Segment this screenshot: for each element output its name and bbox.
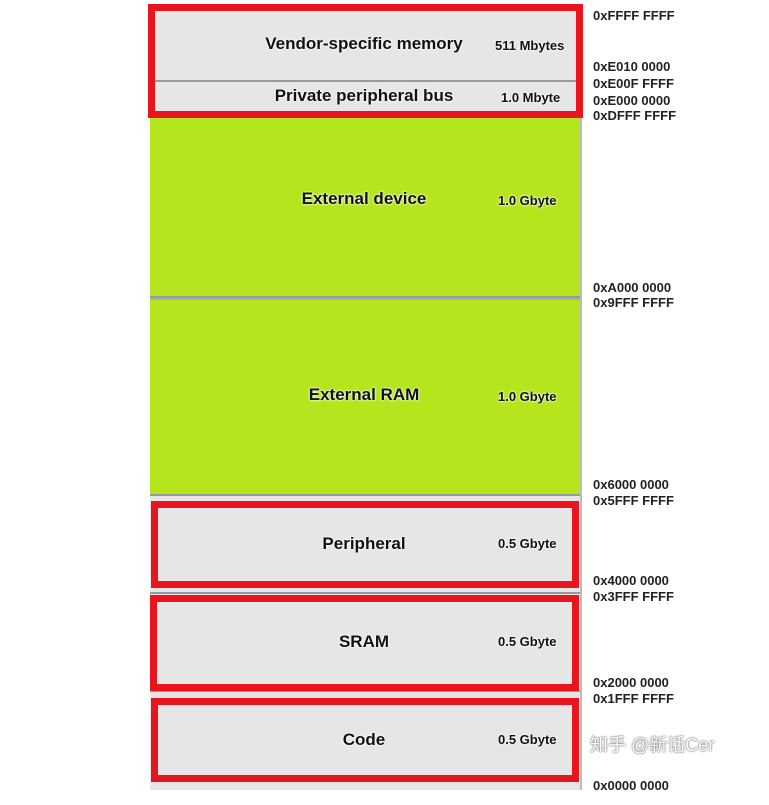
highlight-frame-peripheral: [151, 501, 579, 588]
region-name: External RAM: [308, 385, 420, 404]
region-vendor-specific: [150, 8, 580, 82]
highlight-frame-sram: [150, 595, 579, 691]
highlight-frame-code: [151, 698, 579, 782]
address-label: 0x0000 0000: [593, 778, 669, 793]
highlight-frame-top: [148, 4, 583, 118]
region-size: 1.0 Gbyte: [498, 389, 557, 404]
address-label: 0xFFFF FFFF: [593, 8, 675, 23]
region-name: Private peripheral bus: [274, 86, 454, 105]
region-size: 0.5 Gbyte: [498, 732, 557, 747]
region-external-ram: [150, 298, 580, 496]
address-label: 0xE000 0000: [593, 93, 671, 108]
address-label: 0x2000 0000: [593, 675, 669, 690]
region-peripheral: [150, 496, 580, 594]
address-label: 0x3FFF FFFF: [593, 589, 674, 604]
watermark: 知乎 @新话Cer: [590, 735, 715, 755]
address-label: 0xDFFF FFFF: [593, 108, 677, 123]
address-label: 0x6000 0000: [593, 477, 669, 492]
region-size: 1.0 Mbyte: [501, 90, 561, 105]
region-name: Peripheral: [322, 534, 406, 553]
region-external-device: [150, 116, 580, 298]
region-sram: [150, 594, 580, 692]
region-size: 0.5 Gbyte: [498, 634, 557, 649]
address-label: 0x9FFF FFFF: [593, 295, 674, 310]
address-label: 0x1FFF FFFF: [593, 691, 674, 706]
address-label: 0x5FFF FFFF: [593, 493, 674, 508]
region-name: External device: [301, 189, 427, 208]
address-label: 0xA000 0000: [593, 280, 672, 295]
region-name: Vendor-specific memory: [265, 34, 463, 53]
address-label: 0xE00F FFFF: [593, 76, 674, 91]
region-size: 511 Mbytes: [495, 38, 565, 53]
region-size: 0.5 Gbyte: [498, 536, 557, 551]
region-name: SRAM: [338, 632, 390, 651]
address-label: 0xE010 0000: [593, 59, 671, 74]
region-name: Code: [342, 730, 386, 749]
address-label: 0x4000 0000: [593, 573, 669, 588]
region-size: 1.0 Gbyte: [498, 193, 557, 208]
